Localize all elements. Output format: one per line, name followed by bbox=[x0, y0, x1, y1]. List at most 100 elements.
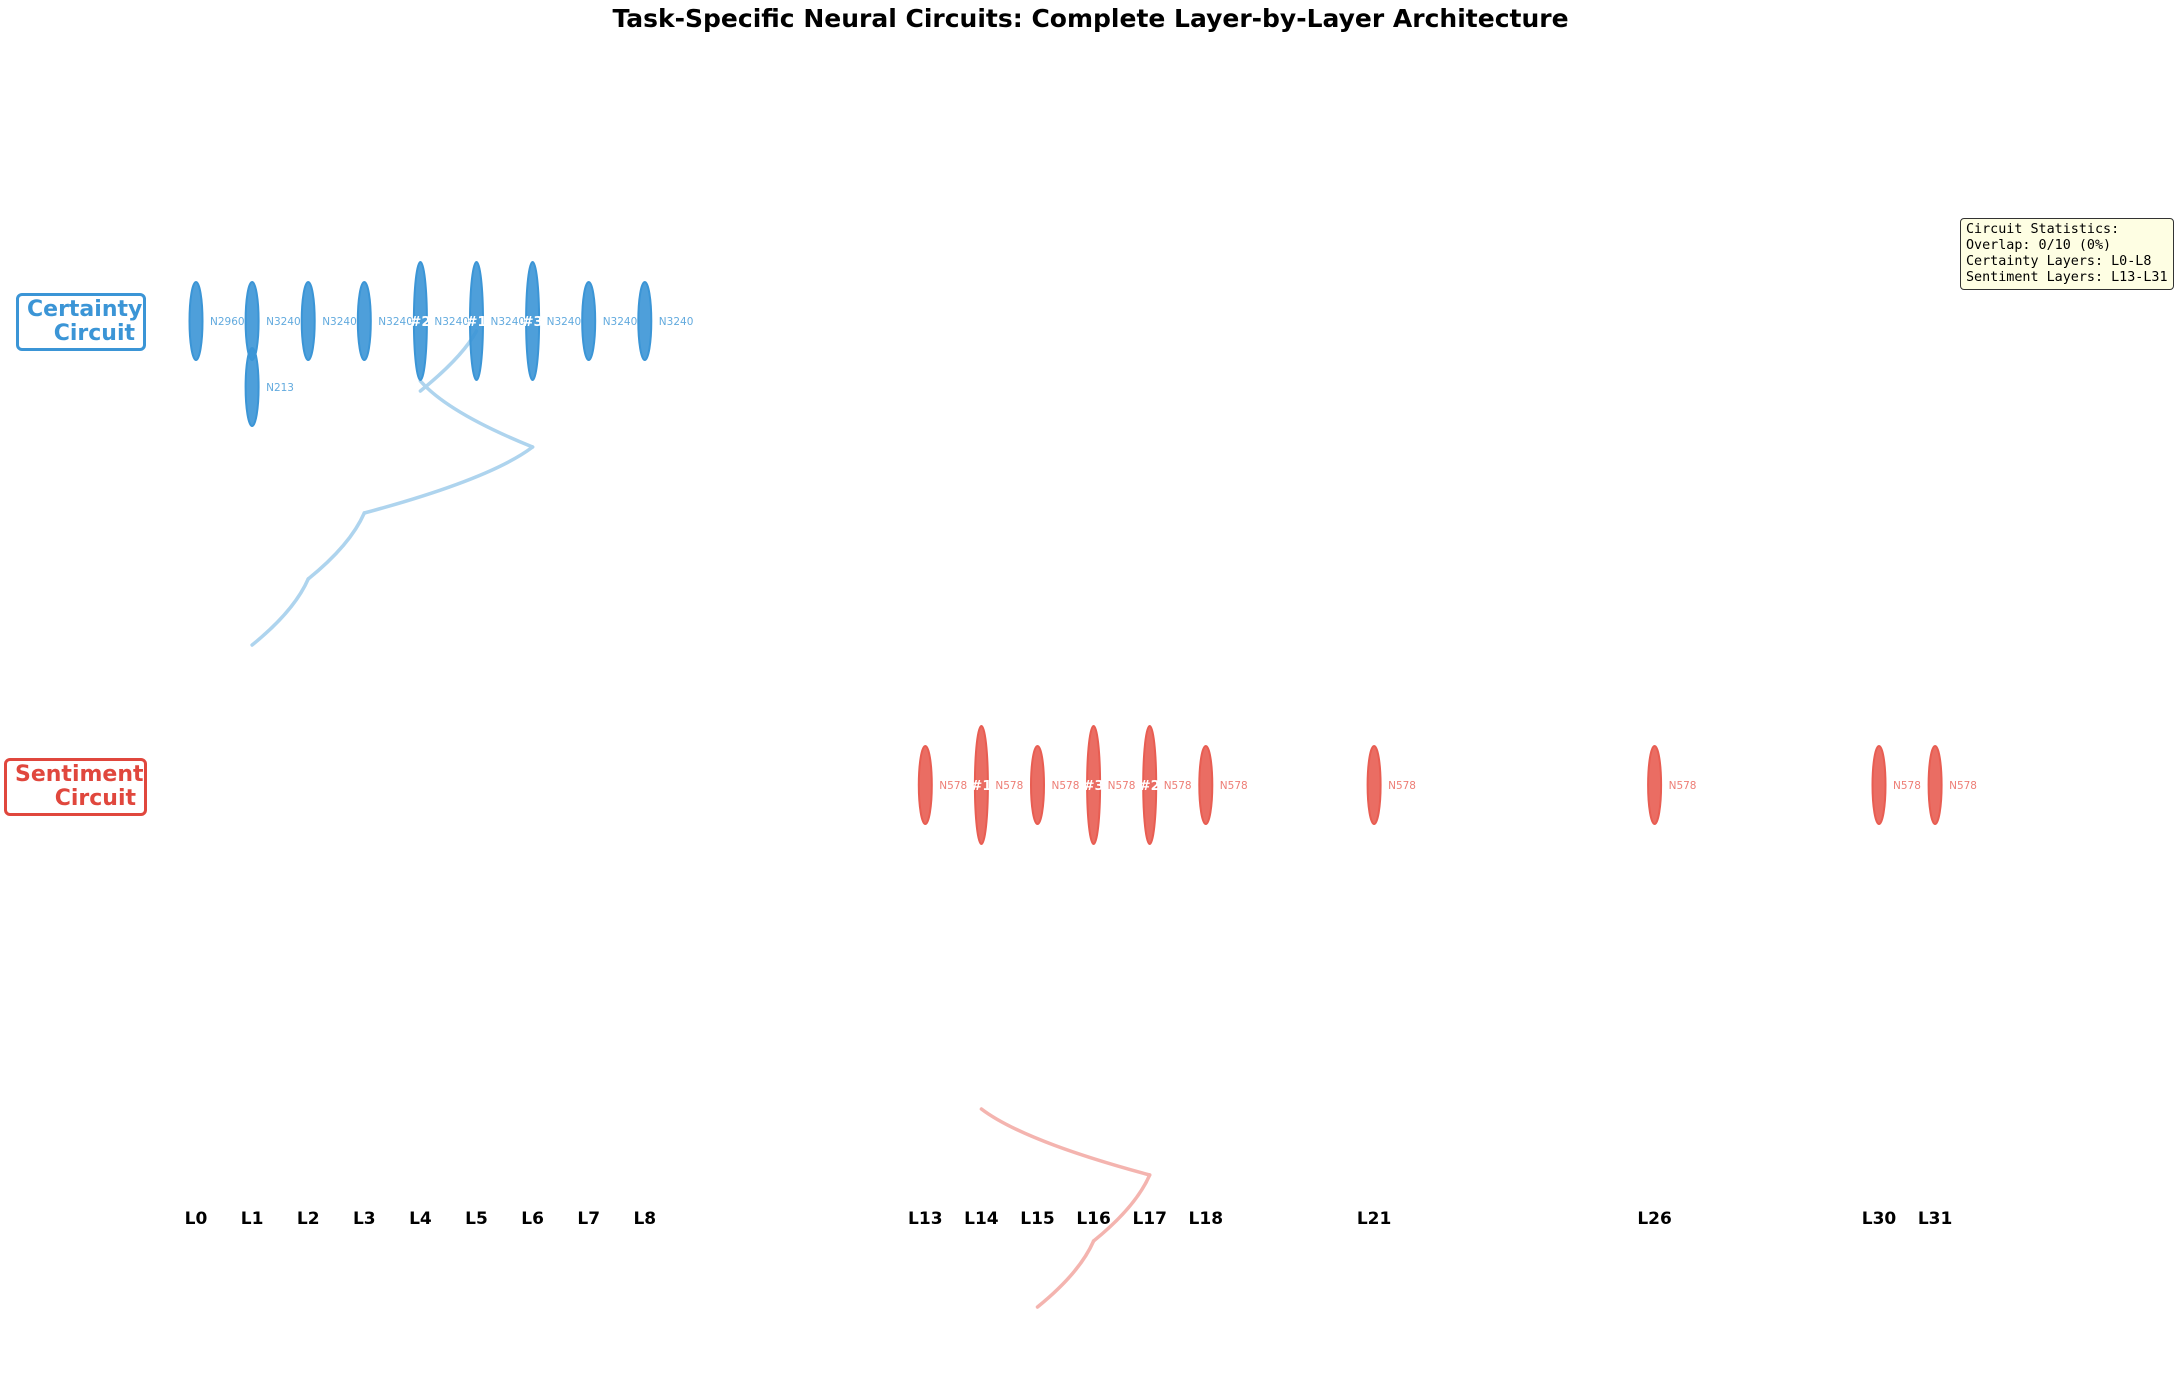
certainty-circuit-label: Certainty Circuit bbox=[16, 293, 146, 351]
stats-overlap: Overlap: 0/10 (0%) bbox=[1966, 238, 2112, 253]
neuron-id-label: N578 bbox=[1388, 780, 1416, 792]
circuit-statistics-box: Circuit Statistics: Overlap: 0/10 (0%) C… bbox=[1960, 218, 2174, 290]
layer-label-l4: L4 bbox=[409, 1209, 432, 1229]
stats-certainty-layers: Certainty Layers: L0-L8 bbox=[1966, 254, 2152, 269]
neuron-sentiment-l16-n578: N578 #3 bbox=[1083, 725, 1136, 845]
neuron-id-label: N3240 bbox=[491, 316, 526, 328]
neuron-node bbox=[469, 261, 484, 381]
neuron-rank-label: #3 bbox=[522, 314, 543, 330]
neuron-certainty-l6-n3240: N3240 #3 bbox=[522, 261, 582, 381]
layer-label-l18: L18 bbox=[1189, 1209, 1224, 1229]
neuron-node bbox=[300, 281, 316, 361]
neuron-sentiment-l18-n578: N578 bbox=[1198, 745, 1248, 825]
edge-certainty-l4-to-l6 bbox=[418, 379, 535, 449]
neuron-id-label: N2960 bbox=[210, 316, 245, 328]
sentiment-circuit-label: Sentiment Circuit bbox=[4, 758, 147, 816]
neuron-node bbox=[356, 281, 372, 361]
edge-certainty-l3-to-l2 bbox=[306, 511, 367, 581]
neuron-id-label: N578 bbox=[1164, 780, 1192, 792]
neuron-rank-label: #1 bbox=[971, 778, 992, 794]
neuron-node bbox=[1647, 745, 1663, 825]
layer-axis-labels: L0 L1 L2 L3 L4 L5 L6 L7 L8 L13 L14 L15 L16 L17 L18 L21 L… bbox=[185, 1209, 1953, 1229]
neuron-certainty-l0-n2960: N2960 bbox=[188, 281, 245, 361]
edge-certainty-l6-to-l3 bbox=[362, 445, 535, 515]
neuron-sentiment-l17-n578: N578 #2 bbox=[1139, 725, 1192, 845]
neuron-sentiment-l30-n578: N578 bbox=[1871, 745, 1921, 825]
neuron-sentiment-l21-n578: N578 bbox=[1366, 745, 1416, 825]
neuron-node bbox=[525, 261, 541, 381]
neuron-certainty-l3-n3240: N3240 bbox=[356, 281, 413, 361]
layer-label-l13: L13 bbox=[908, 1209, 943, 1229]
neuron-id-label: N578 bbox=[1108, 780, 1136, 792]
certainty-label-line2: Circuit bbox=[53, 321, 135, 346]
neuron-rank-label: #2 bbox=[1139, 778, 1160, 794]
layer-label-l2: L2 bbox=[297, 1209, 320, 1229]
neuron-node bbox=[1366, 745, 1382, 825]
layer-label-l3: L3 bbox=[353, 1209, 376, 1229]
neuron-id-label: N578 bbox=[1220, 780, 1248, 792]
neuron-id-label: N3240 bbox=[378, 316, 413, 328]
neuron-sentiment-l13-n578: N578 bbox=[917, 745, 967, 825]
layer-label-l31: L31 bbox=[1918, 1209, 1953, 1229]
certainty-label-line1: Certainty bbox=[27, 297, 143, 322]
edge-sentiment-l14-to-l17 bbox=[979, 1107, 1152, 1177]
stats-heading: Circuit Statistics: bbox=[1966, 222, 2120, 237]
neuron-id-label: N3240 bbox=[659, 316, 694, 328]
neuron-certainty-l7-n3240: N3240 bbox=[581, 281, 638, 361]
neuron-id-label: N3240 bbox=[434, 316, 469, 328]
neuron-node bbox=[917, 745, 933, 825]
neuron-id-label: N3240 bbox=[603, 316, 638, 328]
neuron-id-label: N578 bbox=[1893, 780, 1921, 792]
neuron-id-label: N578 bbox=[1052, 780, 1080, 792]
neuron-id-label: N3240 bbox=[547, 316, 582, 328]
layer-label-l5: L5 bbox=[465, 1209, 488, 1229]
edge-certainty-l2-to-l1 bbox=[250, 577, 310, 647]
neuron-sentiment-l31-n578: N578 bbox=[1927, 745, 1977, 825]
neuron-certainty-l4-n3240: N3240#2 bbox=[410, 261, 469, 381]
neuron-node bbox=[581, 281, 597, 361]
neuron-node bbox=[973, 725, 989, 845]
neuron-certainty-l5-n3240: N3240 #1 bbox=[466, 261, 526, 381]
edge-sentiment-l16-to-l15 bbox=[1035, 1239, 1096, 1309]
edge-sentiment-l17-to-l16 bbox=[1091, 1173, 1152, 1243]
neuron-certainty-l8-n3240: N3240 bbox=[637, 281, 694, 361]
layer-label-l30: L30 bbox=[1862, 1209, 1897, 1229]
diagram-title: Task-Specific Neural Circuits: Complete … bbox=[612, 4, 1569, 33]
neuron-id-label: N3240 bbox=[266, 316, 301, 328]
layer-label-l8: L8 bbox=[633, 1209, 656, 1229]
neuron-id-label: N578 bbox=[995, 780, 1023, 792]
edge-certainty-l5-to-l4 bbox=[418, 329, 479, 393]
neuron-id-label: N578 bbox=[939, 780, 967, 792]
neuron-node bbox=[1030, 745, 1045, 825]
layer-label-l15: L15 bbox=[1020, 1209, 1055, 1229]
neuron-certainty-l1-n213: N213 bbox=[244, 347, 294, 427]
neuron-node bbox=[1142, 725, 1158, 845]
layer-label-l21: L21 bbox=[1357, 1209, 1392, 1229]
neuron-node bbox=[1871, 745, 1887, 825]
neuron-node bbox=[188, 281, 204, 361]
neuron-node bbox=[1086, 725, 1102, 845]
neuron-id-label: N578 bbox=[1669, 780, 1697, 792]
neuron-rank-label: #2 bbox=[410, 314, 431, 330]
neuron-id-label: N578 bbox=[1949, 780, 1977, 792]
layer-label-l17: L17 bbox=[1132, 1209, 1167, 1229]
neuron-id-label: N213 bbox=[266, 382, 294, 394]
neuron-id-label: N3240 bbox=[322, 316, 357, 328]
layer-label-l0: L0 bbox=[185, 1209, 208, 1229]
neuron-rank-label: #3 bbox=[1083, 778, 1104, 794]
neuron-node bbox=[1198, 745, 1214, 825]
neuron-sentiment-l26-n578: N578 bbox=[1647, 745, 1697, 825]
layer-label-l16: L16 bbox=[1076, 1209, 1111, 1229]
stats-sentiment-layers: Sentiment Layers: L13-L31 bbox=[1966, 270, 2168, 285]
sentiment-label-line2: Circuit bbox=[54, 786, 136, 811]
layer-label-l14: L14 bbox=[964, 1209, 999, 1229]
neuron-sentiment-l14-n578: N578#1 bbox=[971, 725, 1023, 845]
layer-label-l6: L6 bbox=[521, 1209, 544, 1229]
neuron-node bbox=[1927, 745, 1943, 825]
neuron-node bbox=[412, 261, 428, 381]
edges-layer bbox=[250, 329, 1152, 1309]
layer-label-l1: L1 bbox=[241, 1209, 264, 1229]
sentiment-label-line1: Sentiment bbox=[15, 762, 144, 787]
